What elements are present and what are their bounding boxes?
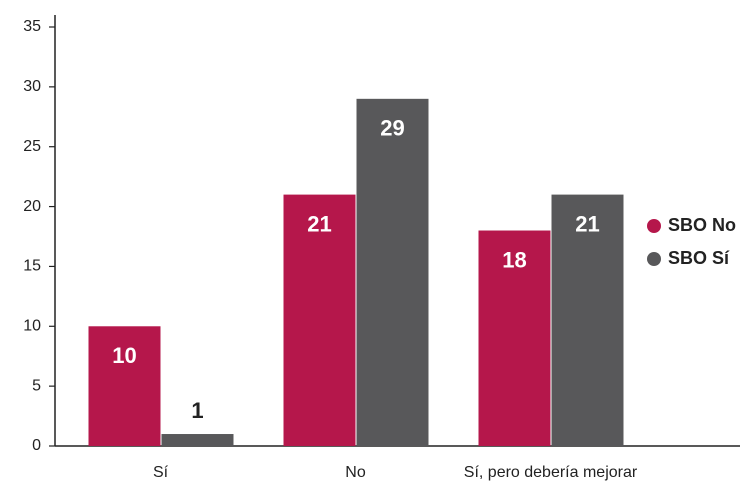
y-tick-label: 30	[23, 78, 41, 95]
value-label: 21	[307, 211, 331, 236]
x-tick-label: Sí	[153, 464, 169, 481]
legend-label: SBO No	[668, 215, 736, 235]
y-tick-label: 25	[23, 138, 41, 155]
value-label: 10	[112, 343, 136, 368]
value-label: 29	[380, 116, 404, 141]
x-tick-label: Sí, pero debería mejorar	[464, 464, 638, 481]
x-tick-label: No	[345, 464, 366, 481]
y-tick-label: 15	[23, 258, 41, 275]
bar	[283, 194, 356, 446]
bar	[478, 230, 551, 446]
y-tick-label: 0	[32, 437, 41, 454]
legend-swatch	[647, 219, 661, 233]
bar	[88, 326, 161, 446]
bar	[161, 434, 234, 446]
value-label: 21	[575, 211, 599, 236]
y-tick-label: 10	[23, 318, 41, 335]
value-label: 1	[191, 398, 203, 423]
y-tick-label: 5	[32, 377, 41, 394]
bar	[551, 194, 624, 446]
bar	[356, 98, 429, 446]
legend-swatch	[647, 252, 661, 266]
y-tick-label: 20	[23, 198, 41, 215]
y-tick-label: 35	[23, 18, 41, 35]
value-label: 18	[502, 247, 526, 272]
legend-label: SBO Sí	[668, 248, 730, 268]
